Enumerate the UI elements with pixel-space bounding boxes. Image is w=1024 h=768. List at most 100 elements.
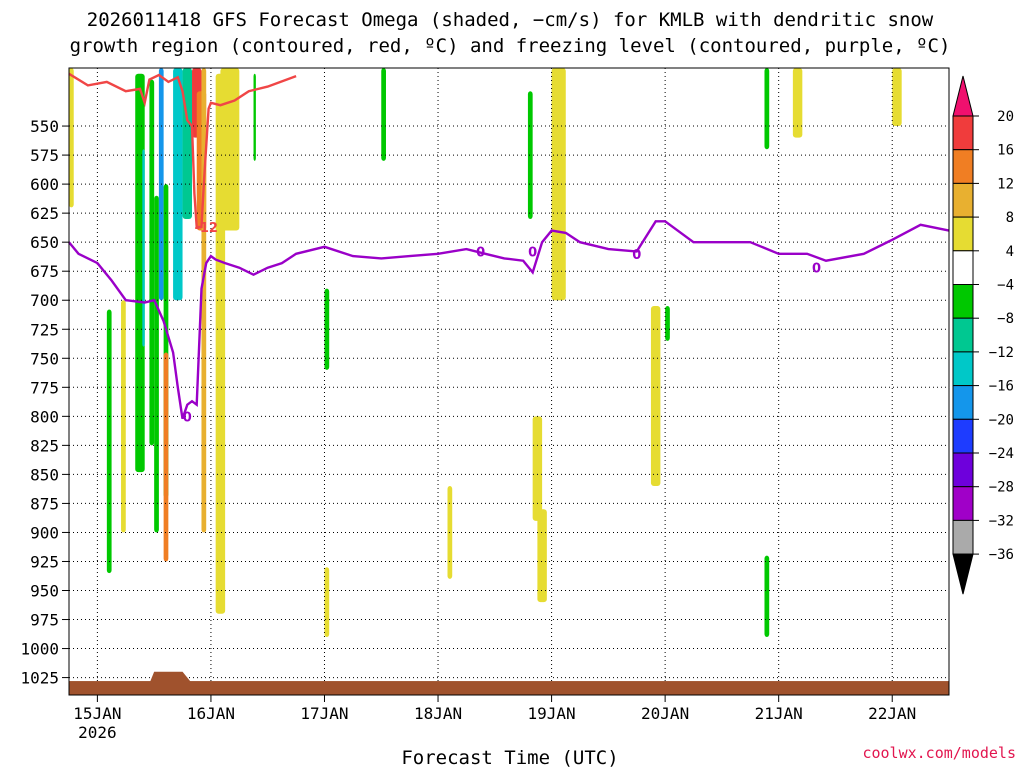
x-tick-label: 21JAN: [755, 704, 803, 723]
omega-patch: [792, 68, 803, 138]
omega-patch: [764, 68, 770, 150]
colorbar-label: −16: [989, 379, 1014, 395]
colorbar-label: −20: [989, 412, 1014, 428]
omega-patch: [121, 300, 126, 533]
y-tick-label: 850: [30, 465, 59, 484]
colorbar-segment: [952, 317, 974, 353]
colorbar-label: −36: [989, 547, 1014, 563]
plot-area: -12 0 0 0 0 0: [68, 67, 950, 696]
omega-patch: [532, 416, 543, 521]
colorbar-segment: [952, 385, 974, 420]
colorbar-segment: [952, 486, 974, 521]
omega-patch: [154, 195, 159, 533]
colorbar-segment: [952, 149, 974, 184]
omega-patch: [764, 555, 770, 637]
colorbar-label: 4: [1006, 244, 1014, 260]
omega-patch: [106, 309, 112, 574]
contour-label: 0: [632, 248, 641, 263]
colorbar-bottom-arrow: [952, 553, 974, 595]
chart-title-line-2: growth region (contoured, red, ºC) and f…: [70, 35, 951, 57]
colorbar-label: −8: [997, 311, 1014, 327]
colorbar-label: 12: [997, 176, 1014, 192]
y-tick-label: 650: [30, 233, 59, 252]
terrain-layer: [69, 671, 949, 695]
omega-patch: [182, 68, 193, 219]
y-tick-label: 925: [30, 552, 59, 571]
omega-patch: [220, 68, 240, 231]
colorbar-segment: [952, 250, 974, 286]
contour-label: 0: [528, 245, 537, 260]
y-tick-label: 700: [30, 291, 59, 310]
colorbar-top-arrow: [952, 75, 974, 117]
x-tick-label: 17JAN: [300, 704, 348, 723]
omega-patch: [142, 149, 145, 347]
y-tick-label: 625: [30, 204, 59, 223]
y-axis: 550 575 600 625 650 675 700 725 750 775 800 825 850 8…: [20, 117, 69, 688]
colorbar-segment: [952, 216, 974, 252]
y-tick-label: 575: [30, 146, 59, 165]
x-axis-label: Forecast Time (UTC): [401, 747, 618, 768]
contour-layer: -12 0 0 0 0 0: [68, 72, 950, 425]
y-tick-label: 725: [30, 320, 59, 339]
credit-link[interactable]: coolwx.com/models: [862, 744, 1016, 762]
colorbar-segment: [952, 284, 974, 319]
contour-label: 0: [812, 262, 821, 277]
y-tick-label: 1025: [20, 669, 59, 688]
y-tick-label: 825: [30, 436, 59, 455]
contour-label: -12: [194, 221, 218, 236]
colorbar: 20 16 12 8 4 −4 −8 −12 −16 −20 −24 −28 −32 −36: [952, 75, 1014, 595]
colorbar-label: −12: [989, 345, 1014, 361]
x-tick-label: 18JAN: [414, 704, 462, 723]
omega-patch: [69, 68, 74, 208]
omega-patch: [149, 79, 155, 446]
omega-patch: [253, 73, 256, 161]
omega-patch: [537, 509, 547, 603]
grid-layer: [69, 68, 949, 695]
omega-patch: [324, 288, 330, 370]
x-tick-label: 20JAN: [641, 704, 689, 723]
contour-label: 0: [476, 245, 485, 260]
colorbar-segment: [952, 115, 974, 151]
colorbar-label: −28: [989, 480, 1014, 496]
colorbar-segment: [952, 351, 974, 387]
colorbar-segment: [952, 452, 974, 488]
colorbar-label: 8: [1006, 210, 1014, 226]
x-tick-label: 19JAN: [527, 704, 575, 723]
x-tick-label: 22JAN: [868, 704, 916, 723]
contour-label: 0: [183, 410, 192, 425]
colorbar-segment: [952, 519, 974, 555]
freezing-level-contour-line: [68, 220, 950, 420]
colorbar-label: 20: [997, 109, 1014, 125]
omega-patch: [892, 68, 902, 127]
y-tick-label: 775: [30, 378, 59, 397]
colorbar-segment: [952, 182, 974, 218]
omega-patch: [665, 306, 670, 341]
colorbar-segment: [952, 418, 974, 454]
omega-patch: [324, 567, 330, 637]
colorbar-label: −24: [989, 446, 1014, 462]
y-tick-label: 800: [30, 407, 59, 426]
y-tick-label: 550: [30, 117, 59, 136]
x-tick-label: 15JAN: [73, 704, 121, 723]
y-tick-label: 975: [30, 611, 59, 630]
chart-title-line-1: 2026011418 GFS Forecast Omega (shaded, −…: [87, 9, 934, 31]
omega-patch: [381, 68, 386, 161]
y-tick-label: 950: [30, 582, 59, 601]
colorbar-label: −32: [989, 513, 1014, 529]
omega-patch: [551, 68, 566, 301]
y-tick-label: 600: [30, 175, 59, 194]
dendritic-contour-line: [68, 72, 297, 229]
x-tick-sublabel: 2026: [78, 723, 117, 742]
omega-patch: [163, 352, 169, 562]
x-tick-label: 16JAN: [187, 704, 235, 723]
plot-frame: [68, 67, 950, 696]
colorbar-label: 16: [997, 143, 1014, 159]
y-tick-label: 875: [30, 494, 59, 513]
y-tick-label: 750: [30, 349, 59, 368]
y-tick-label: 900: [30, 523, 59, 542]
terrain-bump: [144, 671, 202, 695]
colorbar-label: −4: [997, 278, 1014, 294]
y-tick-label: 1000: [20, 640, 59, 659]
